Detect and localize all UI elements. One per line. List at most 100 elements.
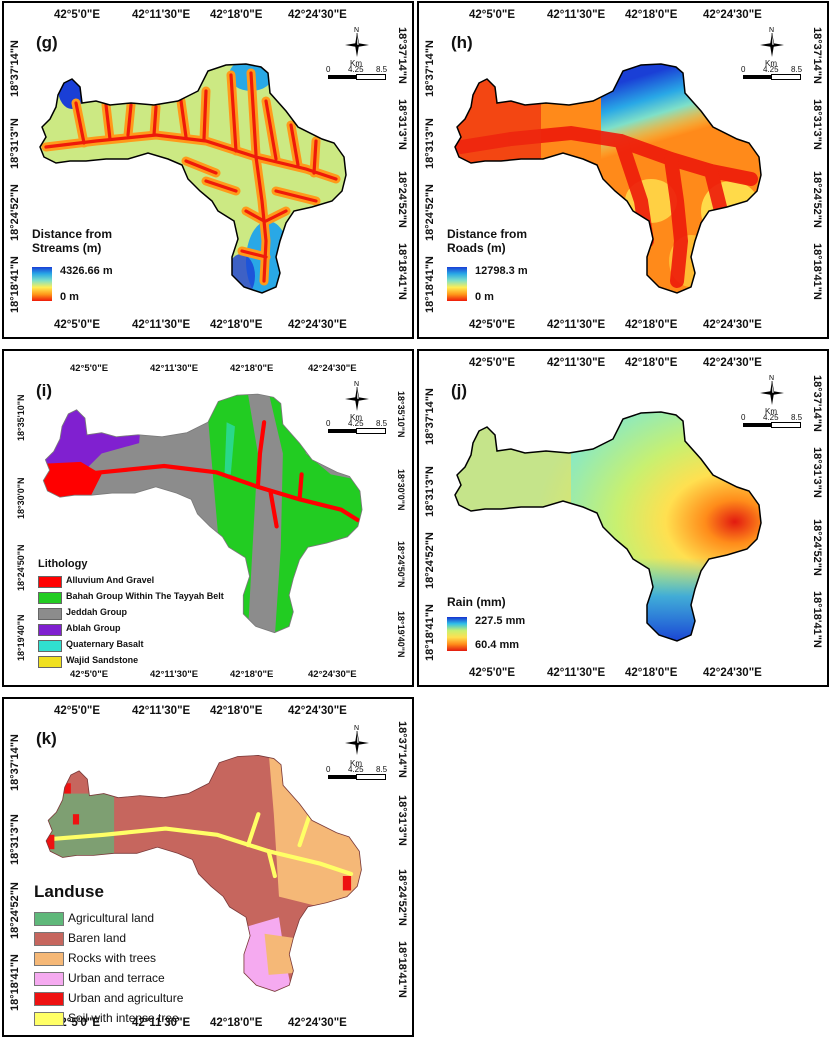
lat-tick-left-4: 18°19'40"N xyxy=(16,614,26,661)
lat-tick-right-2: 18°31'3"N xyxy=(811,99,823,150)
lat-tick-right-4: 18°19'40"N xyxy=(396,611,406,658)
lon-tick-top-2: 42°11'30"E xyxy=(547,357,606,369)
lat-tick-right-2: 18°31'3"N xyxy=(396,795,408,846)
scale-bar: Km 0 4.25 8.5 xyxy=(326,59,396,81)
legend-title-line-1: Distance from xyxy=(32,227,113,241)
lat-tick-right-4: 18°18'41"N xyxy=(396,941,408,998)
colorbar-max-label: 227.5 mm xyxy=(475,615,526,627)
lon-tick-top-3: 42°18'0"E xyxy=(210,705,263,717)
panel-k-landuse: 42°5'0"E 42°11'30"E 42°18'0"E 42°24'30"E… xyxy=(2,697,414,1037)
panel-i-lithology: 42°5'0"E 42°11'30"E 42°18'0"E 42°24'30"E… xyxy=(2,349,414,687)
north-arrow-icon: N xyxy=(344,25,370,64)
lat-tick-left-2: 18°31'3"N xyxy=(424,466,436,517)
lon-tick-top-1: 42°5'0"E xyxy=(469,357,516,369)
colorbar-stream xyxy=(32,267,52,301)
lon-tick-top-2: 42°11'30"E xyxy=(132,705,191,717)
lat-tick-right-2: 18°31'3"N xyxy=(811,447,823,498)
colorbar-max-label: 4326.66 m xyxy=(60,265,113,277)
lat-tick-left-4: 18°18'41"N xyxy=(424,604,436,661)
lat-tick-left-3: 18°24'52"N xyxy=(9,882,21,939)
north-letter: N xyxy=(354,27,359,34)
legend-title-line-2: Streams (m) xyxy=(32,241,102,255)
colorbar-max-label: 12798.3 m xyxy=(475,265,528,277)
north-arrow-icon: N xyxy=(344,379,370,418)
lon-tick-bottom-1: 42°5'0"E xyxy=(70,669,109,680)
stream-distance-map xyxy=(39,63,347,294)
rain-legend-title: Rain (mm) xyxy=(447,595,506,609)
scale-bar: Km 0 4.25 8.5 xyxy=(741,407,811,429)
legend-title-line-2: Roads (m) xyxy=(447,241,506,255)
lat-tick-right-1: 18°37'14"N xyxy=(811,375,823,432)
lithology-legend-title: Lithology xyxy=(38,558,88,570)
lat-tick-right-3: 18°24'52"N xyxy=(396,869,408,926)
colorbar-min-label: 0 m xyxy=(475,291,494,303)
lon-tick-bottom-3: 42°18'0"E xyxy=(210,1017,263,1029)
panel-label: (i) xyxy=(36,381,53,400)
lat-tick-right-3: 18°24'52"N xyxy=(396,171,408,228)
scale-bar: Km 0 4.25 8.5 xyxy=(326,759,396,781)
lat-tick-left-3: 18°24'52"N xyxy=(424,184,436,241)
lon-tick-bottom-4: 42°24'30"E xyxy=(308,669,357,680)
north-arrow-icon: N xyxy=(759,25,785,64)
legend-title-line-1: Distance from xyxy=(447,227,528,241)
colorbar-road xyxy=(447,267,467,301)
lon-tick-bottom-2: 42°11'30"E xyxy=(547,667,606,679)
lon-tick-top-2: 42°11'30"E xyxy=(547,9,606,21)
lon-tick-bottom-4: 42°24'30"E xyxy=(288,319,347,331)
lat-tick-left-3: 18°24'50"N xyxy=(16,544,26,591)
colorbar-min-label: 60.4 mm xyxy=(475,639,520,651)
lon-tick-top-1: 42°5'0"E xyxy=(54,705,101,717)
lat-tick-left-4: 18°18'41"N xyxy=(9,256,21,313)
lon-tick-top-1: 42°5'0"E xyxy=(54,9,101,21)
lon-tick-bottom-1: 42°5'0"E xyxy=(469,667,516,679)
lat-tick-right-3: 18°24'50"N xyxy=(396,541,406,588)
svg-text:N: N xyxy=(769,27,774,34)
north-arrow-icon: N xyxy=(759,373,785,412)
lon-tick-top-4: 42°24'30"E xyxy=(288,9,347,21)
lat-tick-left-1: 18°37'14"N xyxy=(9,40,21,97)
lat-tick-right-4: 18°18'41"N xyxy=(811,243,823,300)
lon-tick-bottom-4: 42°24'30"E xyxy=(703,667,762,679)
rainfall-map xyxy=(454,411,762,642)
scale-bar: Km 0 4.25 8.5 xyxy=(326,413,396,435)
svg-text:N: N xyxy=(769,375,774,382)
lon-tick-top-4: 42°24'30"E xyxy=(308,363,357,374)
lat-tick-left-1: 18°37'14"N xyxy=(424,40,436,97)
lon-tick-bottom-3: 42°18'0"E xyxy=(625,667,678,679)
landuse-legend-title: Landuse xyxy=(34,882,104,901)
lat-tick-right-3: 18°24'52"N xyxy=(811,171,823,228)
lon-tick-top-4: 42°24'30"E xyxy=(703,357,762,369)
lon-tick-bottom-1: 42°5'0"E xyxy=(469,319,516,331)
landuse-map xyxy=(45,754,362,992)
lat-tick-left-1: 18°37'14"N xyxy=(9,734,21,791)
lon-tick-top-2: 42°11'30"E xyxy=(132,9,191,21)
lon-tick-top-2: 42°11'30"E xyxy=(150,363,199,374)
lon-tick-bottom-2: 42°11'30"E xyxy=(132,319,191,331)
lon-tick-bottom-4: 42°24'30"E xyxy=(703,319,762,331)
lon-tick-top-3: 42°18'0"E xyxy=(230,363,274,374)
lat-tick-right-2: 18°30'0"N xyxy=(396,469,406,511)
lat-tick-right-1: 18°37'14"N xyxy=(396,27,408,84)
lon-tick-bottom-1: 42°5'0"E xyxy=(54,1017,101,1029)
lat-tick-left-1: 18°37'14"N xyxy=(424,388,436,445)
scale-bar: Km 0 4.25 8.5 xyxy=(741,59,811,81)
lon-tick-top-4: 42°24'30"E xyxy=(703,9,762,21)
lat-tick-left-2: 18°30'0"N xyxy=(16,477,26,519)
colorbar-min-label: 0 m xyxy=(60,291,79,303)
colorbar-rain xyxy=(447,617,467,651)
lat-tick-left-1: 18°35'10"N xyxy=(16,394,26,441)
lon-tick-top-1: 42°5'0"E xyxy=(469,9,516,21)
lon-tick-bottom-4: 42°24'30"E xyxy=(288,1017,347,1029)
lon-tick-bottom-2: 42°11'30"E xyxy=(150,669,199,680)
panel-label: (k) xyxy=(36,729,57,748)
lat-tick-left-2: 18°31'3"N xyxy=(9,814,21,865)
lat-tick-right-2: 18°31'3"N xyxy=(396,99,408,150)
lat-tick-left-2: 18°31'3"N xyxy=(424,118,436,169)
north-arrow-icon: N xyxy=(344,723,370,762)
lat-tick-left-4: 18°18'41"N xyxy=(9,954,21,1011)
scale-unit: Km xyxy=(350,59,362,68)
lon-tick-bottom-2: 42°11'30"E xyxy=(132,1017,191,1029)
lat-tick-right-4: 18°18'41"N xyxy=(396,243,408,300)
lat-tick-left-3: 18°24'52"N xyxy=(424,532,436,589)
lon-tick-bottom-3: 42°18'0"E xyxy=(230,669,274,680)
